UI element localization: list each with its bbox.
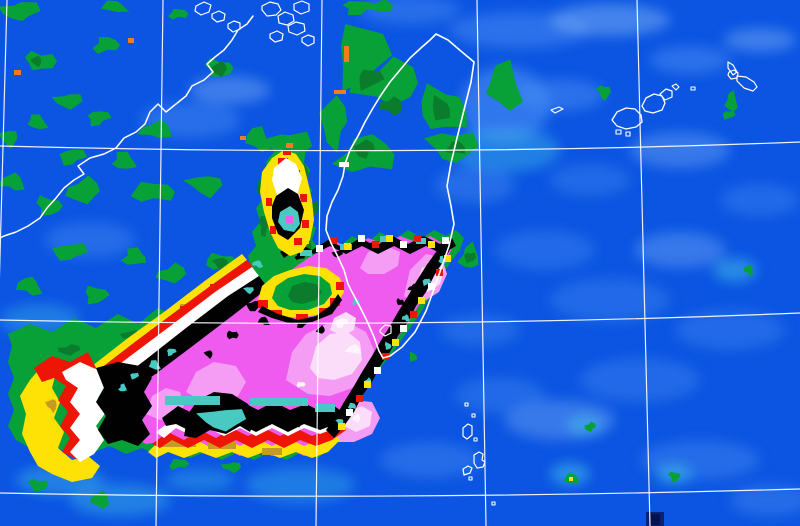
china-island <box>301 34 315 47</box>
batanes-island <box>462 423 473 440</box>
ryukyu-island <box>659 88 673 101</box>
taiwan-lagoon <box>379 324 392 337</box>
china-island <box>277 11 295 26</box>
coastline-layer <box>0 0 758 506</box>
ryukyu-island <box>641 93 666 114</box>
batanes-island <box>471 413 476 418</box>
china-island <box>287 21 306 36</box>
ryukyu-island <box>671 83 680 91</box>
taiwan-coastline <box>325 33 475 359</box>
ryukyu-island <box>615 129 622 135</box>
ryukyu-island <box>611 107 643 130</box>
batanes-island <box>473 437 478 442</box>
china-coastline <box>0 15 254 239</box>
china-island <box>261 1 282 17</box>
china-island <box>227 20 241 33</box>
batanes-island <box>464 402 469 407</box>
china-island <box>293 0 310 15</box>
ryukyu-island <box>727 61 738 76</box>
batanes-island <box>462 465 473 476</box>
china-island <box>194 1 212 16</box>
ryukyu-island <box>625 131 631 137</box>
china-island <box>269 30 284 43</box>
cloud-shape-layer <box>0 0 753 526</box>
batanes-island <box>468 476 473 481</box>
batanes-island <box>473 451 486 469</box>
china-island <box>211 10 226 23</box>
ryukyu-island <box>690 86 696 91</box>
ryukyu-island <box>550 106 564 114</box>
ryukyu-island <box>736 75 758 92</box>
batanes-island <box>491 501 496 506</box>
